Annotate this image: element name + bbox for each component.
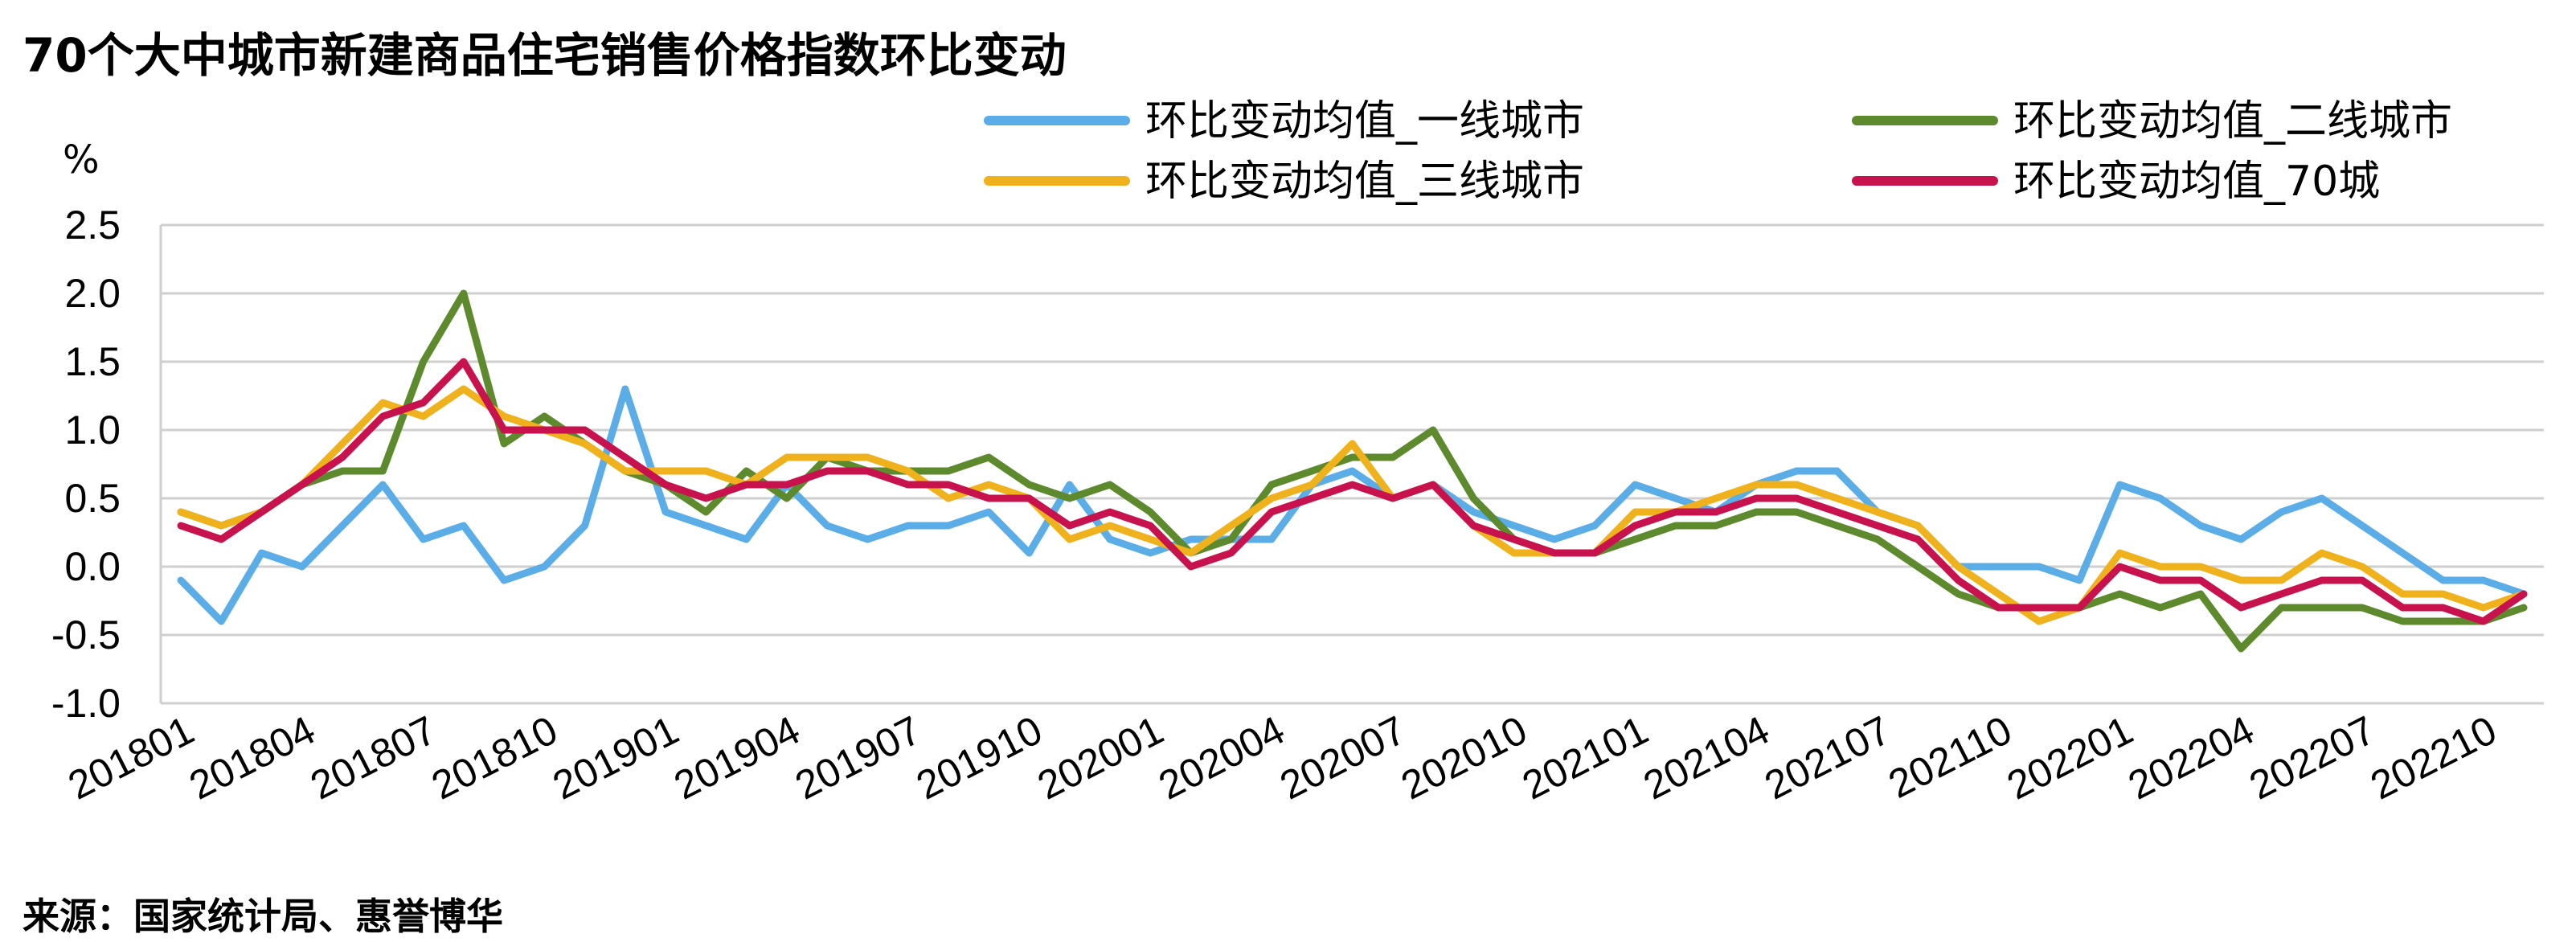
y-axis-ticks: 2.5 2.0 1.5 1.0 0.5 0.0 -0.5 -1.0 xyxy=(51,203,121,726)
y-tick-label: 0.5 xyxy=(64,476,121,521)
x-tick-label: 202010 xyxy=(1394,707,1534,809)
series-line xyxy=(177,385,2528,625)
x-tick-label: 201904 xyxy=(667,707,807,809)
x-tick-label: 202101 xyxy=(1515,707,1655,809)
x-tick-label: 201807 xyxy=(303,707,443,809)
x-tick-label: 202107 xyxy=(1758,707,1898,809)
x-tick-label: 201910 xyxy=(909,707,1049,809)
y-tick-label: 1.0 xyxy=(64,408,121,453)
x-tick-label: 202210 xyxy=(2364,707,2504,809)
legend-label: 环比变动均值_三线城市 xyxy=(1145,158,1584,206)
y-tick-label: -0.5 xyxy=(51,612,121,657)
chart-title: 70个大中城市新建商品住宅销售价格指数环比变动 xyxy=(23,28,1067,83)
x-tick-label: 202201 xyxy=(2000,707,2140,809)
x-tick-label: 201901 xyxy=(546,707,686,809)
series-line xyxy=(177,289,2528,653)
x-axis-ticks: 2018012018042018072018102019012019042019… xyxy=(61,707,2504,809)
series-line xyxy=(177,385,2528,625)
series-line xyxy=(177,358,2528,625)
x-tick-label: 202007 xyxy=(1273,707,1413,809)
legend-label: 环比变动均值_一线城市 xyxy=(1145,97,1584,145)
legend-label: 环比变动均值_70城 xyxy=(2013,158,2380,206)
y-axis-unit: % xyxy=(63,137,100,182)
series-lines xyxy=(177,289,2528,653)
y-tick-label: 1.5 xyxy=(64,339,121,384)
y-tick-label: 2.5 xyxy=(64,203,121,248)
x-tick-label: 202104 xyxy=(1636,707,1776,809)
source-note: 来源：国家统计局、惠誉博华 xyxy=(23,895,503,938)
x-tick-label: 202004 xyxy=(1152,707,1292,809)
y-tick-label: 0.0 xyxy=(64,544,121,589)
x-tick-label: 202110 xyxy=(1882,707,2019,807)
x-tick-label: 201804 xyxy=(182,707,322,809)
x-tick-label: 201810 xyxy=(424,707,564,809)
y-tick-label: 2.0 xyxy=(64,271,121,316)
y-tick-label: -1.0 xyxy=(51,681,121,726)
x-tick-label: 202204 xyxy=(2121,707,2261,809)
legend-label: 环比变动均值_二线城市 xyxy=(2013,97,2452,145)
x-tick-label: 201907 xyxy=(788,707,928,809)
x-tick-label: 202207 xyxy=(2242,707,2382,809)
grid-lines xyxy=(159,223,2544,705)
x-tick-label: 202001 xyxy=(1030,707,1170,809)
